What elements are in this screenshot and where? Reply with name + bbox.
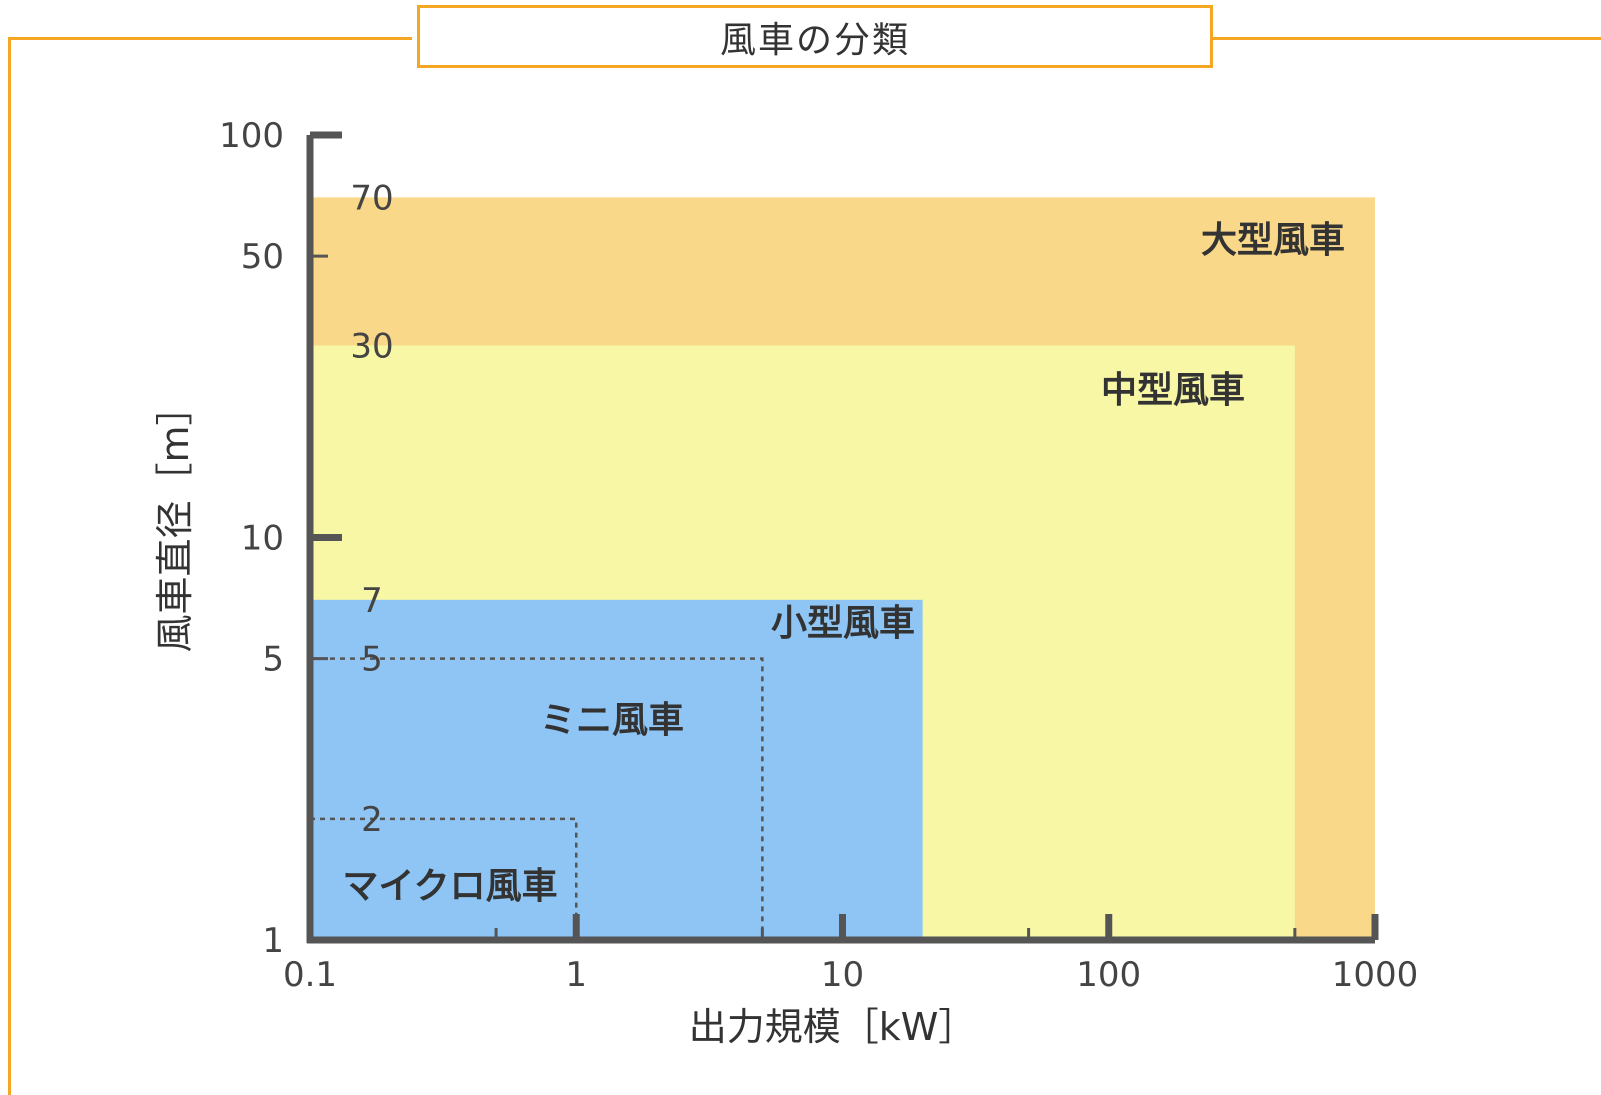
boundary-value-label: 5 [361,640,383,680]
y-tick-label: 100 [219,116,284,156]
frame-border-left [8,37,11,1095]
x-tick-label: 100 [1076,955,1141,995]
y-axis-title: 風車直径［m］ [153,387,197,652]
frame-border-top-right [1213,37,1601,40]
mini-wind-turbine-label: ミニ風車 [540,700,684,741]
small-wind-turbine-label: 小型風車 [771,603,915,644]
medium-wind-turbine-label: 中型風車 [1101,370,1245,411]
frame-border-top-left [8,37,412,40]
chart-title: 風車の分類 [719,19,910,61]
large-wind-turbine-label: 大型風車 [1201,220,1345,261]
y-tick-label: 10 [241,519,284,559]
y-tick-label: 1 [262,921,284,961]
boundary-value-label: 30 [350,326,393,366]
boundary-value-label: 70 [350,178,393,218]
x-tick-label: 0.1 [283,955,337,995]
boundary-value-label: 7 [361,581,383,621]
x-axis-title: 出力規模［kW］ [689,1005,977,1049]
x-tick-label: 10 [821,955,864,995]
y-tick-label: 5 [262,640,284,680]
micro-wind-turbine-label: マイクロ風車 [342,866,557,907]
region-small [310,599,923,940]
x-tick-label: 1000 [1332,955,1419,995]
region-mini-boundary [310,657,764,940]
title-box: 風車の分類 [417,5,1213,68]
boundary-value-label: 2 [361,800,383,840]
x-tick-label: 1 [565,955,587,995]
y-tick-label: 50 [241,237,284,277]
